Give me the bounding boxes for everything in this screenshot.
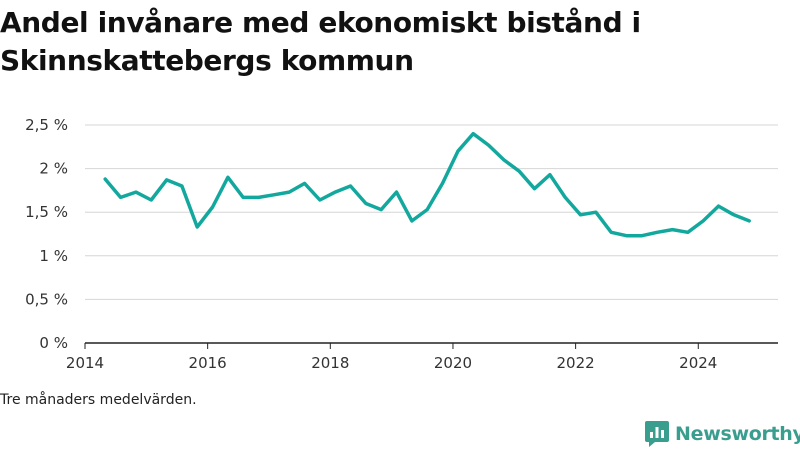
data-point (609, 231, 613, 234)
newsworthy-brand: Newsworthy (644, 420, 800, 448)
data-point (288, 190, 291, 194)
data-point (257, 196, 260, 199)
data-point (456, 149, 460, 153)
data-point (579, 213, 582, 217)
data-point (364, 202, 368, 205)
data-point (441, 182, 444, 185)
x-tick-label: 2022 (557, 354, 595, 372)
series-line (103, 131, 751, 238)
data-point (165, 178, 168, 182)
data-point (548, 173, 552, 176)
data-points (104, 132, 751, 237)
brand-name: Newsworthy (675, 423, 800, 445)
data-point (655, 231, 659, 234)
data-point (272, 193, 276, 196)
data-point (104, 177, 107, 181)
data-point (150, 198, 153, 202)
data-point (318, 198, 322, 202)
x-tick-label: 2016 (189, 354, 227, 372)
data-point (563, 196, 567, 199)
data-point (180, 184, 184, 188)
data-point (226, 176, 230, 179)
y-tick-label: 0 % (39, 334, 68, 352)
data-point (686, 231, 690, 234)
y-tick-label: 2 % (39, 160, 68, 178)
x-axis-ticks: 2014 2016 2018 2020 2022 2024 (66, 343, 717, 372)
data-point (134, 190, 138, 194)
data-point (395, 190, 398, 194)
x-tick-label: 2018 (311, 354, 349, 372)
y-tick-label: 1,5 % (25, 203, 68, 221)
data-point (671, 228, 674, 231)
x-tick-label: 2024 (679, 354, 717, 372)
y-tick-label: 1 % (39, 247, 68, 265)
grid-lines (85, 124, 778, 344)
data-point (119, 196, 122, 199)
data-point (640, 234, 644, 237)
data-point (472, 132, 475, 135)
x-tick-label: 2014 (66, 354, 104, 372)
data-point (517, 170, 521, 173)
data-point (502, 158, 506, 162)
data-point (701, 219, 705, 223)
data-point (487, 143, 490, 147)
y-tick-label: 0,5 % (25, 290, 68, 308)
data-point (625, 234, 628, 237)
data-point (717, 204, 720, 208)
data-point (426, 208, 429, 211)
data-point (303, 182, 306, 185)
chart-title: Andel invånare med ekonomiskt bistånd i … (0, 6, 641, 77)
x-tick-label: 2020 (434, 354, 472, 372)
data-point (334, 190, 337, 194)
data-point (211, 205, 214, 209)
data-point (380, 208, 383, 211)
chart-note: Tre månaders medelvärden. (0, 392, 197, 408)
data-point (732, 213, 736, 217)
data-point (594, 211, 598, 214)
y-axis-ticks: 0 % 0,5 % 1 % 1,5 % 2 % 2,5 % (25, 116, 68, 352)
newsworthy-logo-icon (645, 421, 669, 447)
data-point (747, 219, 751, 223)
data-point (349, 184, 352, 188)
data-point (196, 225, 199, 229)
y-tick-label: 2,5 % (25, 116, 68, 134)
data-point (410, 219, 414, 223)
data-point (242, 196, 245, 199)
data-point (533, 187, 536, 190)
